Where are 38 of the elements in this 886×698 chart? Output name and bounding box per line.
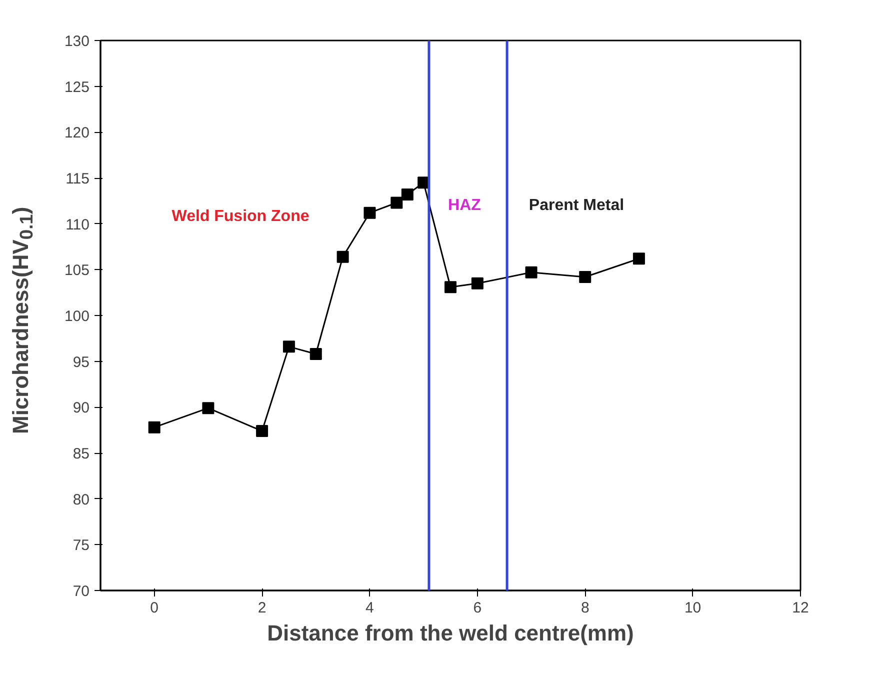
point: [336, 250, 349, 263]
annotation: HAZ: [448, 197, 482, 214]
y-tick-label: 90: [72, 400, 90, 417]
x-axis-title: Distance from the weld centre(mm): [267, 620, 634, 646]
y-tick-label: 70: [72, 583, 90, 600]
point: [525, 266, 538, 278]
y-tick-label: 85: [72, 446, 90, 462]
x-tick-label: 4: [366, 600, 374, 616]
point: [444, 281, 456, 294]
x-tick-label: 6: [473, 600, 482, 616]
point: [579, 271, 592, 283]
x-tick-label: 0: [150, 600, 159, 616]
x-tick-label: 12: [792, 600, 809, 616]
point: [390, 196, 403, 209]
annotation: Parent Metal: [528, 197, 624, 214]
y-tick-label: 80: [72, 491, 90, 508]
y-tick-label: 115: [66, 170, 90, 188]
point: [256, 425, 268, 437]
x-tick-label: 10: [684, 600, 702, 616]
point: [202, 402, 214, 414]
x-tick-label: 2: [258, 600, 266, 616]
point: [471, 277, 484, 290]
y-tick-label: 100: [64, 308, 90, 325]
y-tick-label: 75: [72, 537, 90, 554]
point: [148, 421, 160, 434]
point: [364, 206, 376, 219]
y-tick-label: 105: [64, 262, 90, 280]
point: [282, 340, 295, 353]
y-tick-label: 110: [66, 216, 90, 234]
point: [632, 252, 645, 265]
y-tick-label: 120: [64, 124, 90, 142]
point: [310, 348, 322, 360]
x-tick-label: 8: [580, 600, 590, 616]
annotation: Weld Fusion Zone: [172, 208, 310, 225]
point: [401, 188, 414, 200]
y-tick-label: 130: [64, 33, 90, 50]
y-tick-label: 95: [72, 354, 90, 371]
y-tick-label: 125: [64, 78, 90, 96]
